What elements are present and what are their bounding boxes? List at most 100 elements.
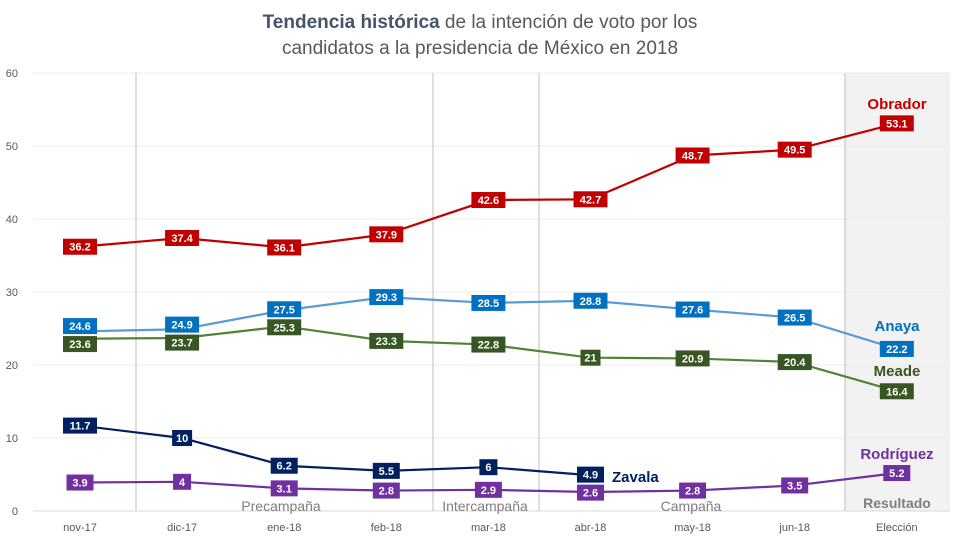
- x-tick-label: nov-17: [63, 522, 97, 534]
- series-line-Meade: [79, 325, 898, 393]
- x-tick-label: dic-17: [167, 522, 197, 534]
- x-tick-label: mar-18: [471, 522, 506, 534]
- data-label: 23.3: [376, 336, 397, 348]
- data-label-box: [66, 474, 94, 491]
- x-tick-label: may-18: [674, 522, 711, 534]
- data-label-box: [675, 147, 710, 164]
- data-label: 3.9: [72, 478, 87, 490]
- data-label: 5.2: [889, 468, 904, 480]
- series-name-Rodríguez: Rodríguez: [860, 446, 933, 463]
- series-name-Zavala: Zavala: [612, 469, 659, 486]
- data-label-box: [270, 457, 298, 474]
- data-label: 22.2: [886, 344, 907, 356]
- data-label-box: [165, 316, 200, 333]
- data-label: 37.9: [376, 229, 397, 241]
- x-tick-label: ene-18: [267, 522, 301, 534]
- data-label: 3.5: [787, 480, 802, 492]
- data-label-box: [471, 336, 506, 353]
- data-label: 10: [176, 433, 188, 445]
- data-label-box: [573, 191, 608, 208]
- data-label-box: [369, 332, 404, 349]
- data-label-box: [777, 141, 812, 158]
- y-tick-label: 0: [12, 506, 18, 518]
- data-label: 6.2: [277, 461, 292, 473]
- data-label-box: [165, 334, 200, 351]
- title-bold: Tendencia histórica: [262, 12, 440, 33]
- data-label-box: [479, 459, 498, 476]
- series-name-Obrador: Obrador: [867, 96, 926, 113]
- data-label-box: [267, 239, 302, 256]
- data-label: 3.1: [277, 483, 292, 495]
- data-label: 36.2: [69, 242, 90, 254]
- y-tick-label: 10: [6, 433, 18, 445]
- data-label: 28.5: [478, 298, 499, 310]
- data-label-box: [573, 292, 608, 309]
- data-label-box: [369, 226, 404, 243]
- phase-label: Campaña: [661, 498, 722, 514]
- data-label-box: [675, 301, 710, 318]
- data-label: 11.7: [70, 421, 91, 433]
- phase-label: Resultado: [863, 495, 931, 511]
- data-label-box: [879, 383, 914, 400]
- data-label: 20.9: [682, 353, 703, 365]
- data-label: 48.7: [682, 150, 703, 162]
- data-label: 20.4: [784, 357, 806, 369]
- data-label: 5.5: [379, 466, 394, 478]
- data-label: 24.9: [171, 320, 192, 332]
- y-tick-label: 50: [6, 141, 18, 153]
- data-label: 25.3: [273, 322, 294, 334]
- title-line2: candidatos a la presidencia de México en…: [281, 38, 679, 59]
- data-label: 22.8: [478, 340, 499, 352]
- data-label-box: [471, 294, 506, 311]
- data-label-box: [267, 319, 302, 336]
- data-label-box: [172, 430, 193, 446]
- phase-label: Precampaña: [241, 498, 321, 514]
- series-line-Zavala: [79, 424, 591, 477]
- data-label: 27.5: [273, 304, 294, 316]
- data-label-box: [879, 115, 914, 132]
- series-line-Obrador: [79, 122, 898, 249]
- data-label-box: [777, 354, 812, 371]
- data-label: 29.3: [376, 292, 397, 304]
- y-tick-label: 40: [6, 214, 18, 226]
- data-label: 53.1: [886, 118, 907, 130]
- data-label-box: [883, 465, 911, 482]
- x-tick-label: abr-18: [575, 522, 607, 534]
- data-label: 42.7: [580, 194, 601, 206]
- data-label: 49.5: [784, 145, 805, 157]
- y-tick-label: 20: [6, 360, 18, 372]
- data-label-box: [675, 350, 710, 367]
- title-line1: de la intención de voto por los: [439, 12, 698, 33]
- data-label: 24.6: [69, 321, 90, 333]
- data-label-box: [173, 473, 192, 490]
- data-label: 2.8: [685, 486, 700, 498]
- data-label-box: [781, 477, 809, 494]
- data-label-box: [63, 238, 97, 255]
- data-label-box: [165, 229, 200, 246]
- data-label-box: [879, 340, 914, 357]
- data-label: 26.5: [784, 313, 805, 325]
- data-label: 27.6: [682, 305, 703, 317]
- data-label-box: [372, 482, 400, 499]
- data-label: 16.4: [886, 386, 908, 398]
- data-label-box: [63, 417, 97, 434]
- phase-label: Intercampaña: [442, 498, 528, 514]
- data-label: 4: [179, 477, 186, 489]
- data-label: 2.6: [583, 488, 598, 500]
- data-label: 23.7: [171, 338, 192, 350]
- data-label: 23.6: [69, 339, 90, 351]
- y-tick-label: 60: [6, 68, 18, 80]
- data-label-box: [577, 484, 604, 501]
- data-label: 4.9: [583, 470, 598, 482]
- x-tick-label: feb-18: [371, 522, 402, 534]
- data-label: 2.8: [379, 486, 394, 498]
- x-tick-label: jun-18: [778, 522, 810, 534]
- x-tick-label: Elección: [876, 522, 918, 534]
- data-label-box: [63, 336, 97, 353]
- data-label-box: [372, 462, 400, 479]
- series-name-Meade: Meade: [874, 363, 921, 380]
- data-label: 36.1: [273, 242, 294, 254]
- data-label-box: [270, 480, 298, 497]
- data-label: 2.9: [481, 485, 496, 497]
